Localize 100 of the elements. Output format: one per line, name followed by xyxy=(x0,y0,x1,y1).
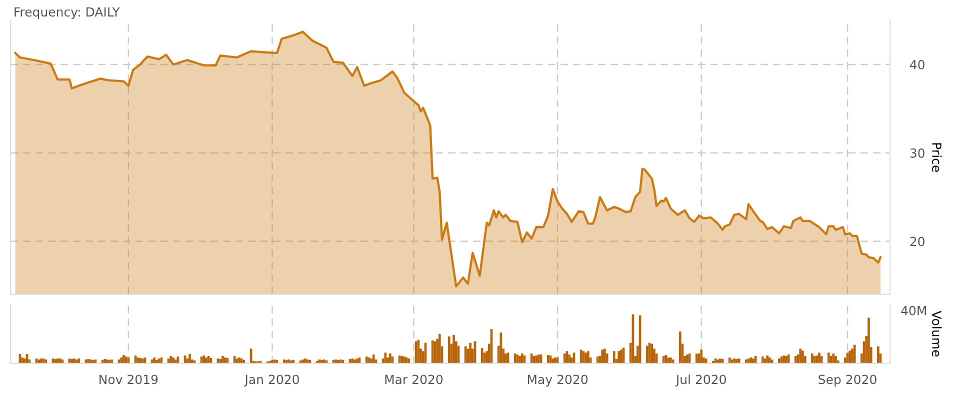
bar xyxy=(205,357,208,364)
bar xyxy=(24,358,26,364)
bar xyxy=(612,351,616,364)
bar xyxy=(853,344,856,364)
bar xyxy=(700,350,703,364)
bar xyxy=(604,348,606,364)
bar xyxy=(174,359,177,364)
bar xyxy=(56,358,59,364)
bar xyxy=(552,358,554,364)
bar xyxy=(716,359,720,364)
bar xyxy=(586,351,590,364)
bar xyxy=(240,358,243,364)
bar xyxy=(584,352,587,364)
bar xyxy=(202,356,206,364)
bar xyxy=(403,356,406,364)
bar xyxy=(21,357,24,364)
bar xyxy=(434,341,436,364)
bar xyxy=(106,359,108,364)
bar xyxy=(832,354,835,364)
x-tick-label: Mar 2020 xyxy=(385,374,443,384)
bar xyxy=(337,360,340,364)
bar xyxy=(728,357,731,364)
bar xyxy=(339,359,342,364)
bar xyxy=(787,354,790,364)
bar xyxy=(799,348,802,364)
bar xyxy=(370,358,372,364)
bar xyxy=(224,357,226,364)
bar xyxy=(448,336,450,364)
bar xyxy=(761,356,764,364)
bar xyxy=(678,331,682,364)
bar xyxy=(38,359,40,364)
bar xyxy=(670,357,672,364)
y-tick-label: 30 xyxy=(910,148,924,158)
bar xyxy=(848,350,852,364)
bar xyxy=(61,359,64,364)
bar xyxy=(124,356,128,364)
bar xyxy=(667,357,670,364)
bar xyxy=(172,357,174,364)
bar xyxy=(94,359,97,364)
bar xyxy=(686,354,688,364)
bar xyxy=(351,358,354,364)
bar xyxy=(334,359,338,364)
bar xyxy=(736,358,738,364)
bar xyxy=(158,358,160,364)
text: 40M xyxy=(901,306,926,316)
bar xyxy=(70,358,74,364)
bar xyxy=(388,354,392,364)
bar xyxy=(750,357,752,364)
bar xyxy=(170,356,172,364)
bar xyxy=(236,358,238,364)
bar xyxy=(219,358,222,364)
bar xyxy=(110,359,114,364)
bar xyxy=(782,356,786,364)
bar xyxy=(40,358,42,364)
bar xyxy=(153,357,156,364)
bar xyxy=(719,358,722,364)
bar xyxy=(368,357,370,364)
y-axis-title: Price xyxy=(932,143,942,172)
bar xyxy=(87,358,90,364)
bar xyxy=(207,356,210,364)
bar xyxy=(580,350,582,364)
bar xyxy=(238,357,240,364)
x-tick-label: May 2020 xyxy=(528,374,588,387)
bar xyxy=(695,354,698,364)
bar xyxy=(851,348,854,364)
bar xyxy=(104,358,106,364)
bar xyxy=(405,357,408,364)
bar xyxy=(733,358,736,364)
bar xyxy=(139,358,142,364)
bar xyxy=(646,346,648,364)
bar xyxy=(136,357,140,364)
bar xyxy=(876,346,880,364)
bar xyxy=(535,356,538,364)
bar xyxy=(768,357,771,364)
bar xyxy=(620,350,622,364)
x-tick-label: Jul 2020 xyxy=(675,374,726,386)
bar xyxy=(122,355,125,364)
bar xyxy=(596,356,599,364)
bar xyxy=(318,359,321,364)
bar xyxy=(530,354,533,364)
x-tick-label: Jan 2020 xyxy=(244,374,299,386)
bar xyxy=(568,354,570,364)
bar xyxy=(400,356,404,364)
bar xyxy=(794,356,797,364)
bar xyxy=(120,357,123,364)
bar xyxy=(537,354,540,364)
bar xyxy=(650,344,654,364)
bar xyxy=(302,359,304,364)
bar xyxy=(752,358,754,364)
bar xyxy=(354,359,356,364)
bar xyxy=(320,360,323,364)
bar xyxy=(766,356,769,364)
bar xyxy=(778,358,780,364)
bar xyxy=(356,358,358,364)
bar xyxy=(44,359,48,364)
bar xyxy=(372,354,375,364)
bar xyxy=(785,356,788,364)
bar xyxy=(546,355,550,364)
bar xyxy=(834,356,837,364)
bar xyxy=(271,360,274,364)
